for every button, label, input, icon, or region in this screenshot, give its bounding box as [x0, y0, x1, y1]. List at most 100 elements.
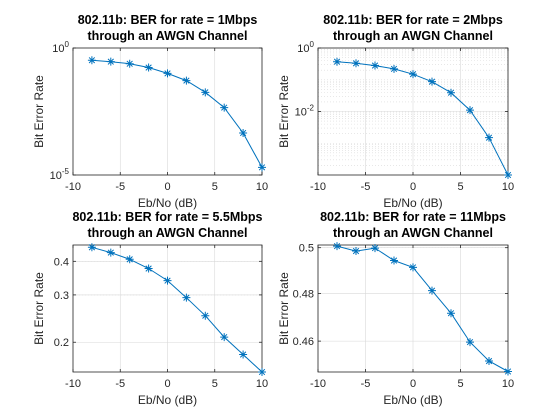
x-tick-label: 0 — [164, 378, 170, 390]
x-axis-label: Eb/No (dB) — [138, 196, 197, 210]
data-point-marker — [504, 171, 512, 179]
y-axis-label: Bit Error Rate — [277, 75, 291, 148]
chart-title-line-1: 802.11b: BER for rate = 2Mbps — [323, 13, 503, 27]
x-tick-label: 5 — [212, 181, 218, 193]
x-tick-label: 10 — [502, 181, 514, 193]
x-tick-label: 0 — [410, 378, 416, 390]
y-tick-base: 10 — [295, 107, 307, 119]
data-point-marker — [504, 367, 512, 376]
chart-title-line-2: through an AWGN Channel — [88, 29, 248, 43]
chart-title-line-2: through an AWGN Channel — [333, 226, 493, 240]
chart-panel-4: -10 -5 0 5 10 0.5 0.48 0.46 802.11b: BER for rat… — [277, 210, 514, 407]
x-tick-label: -5 — [361, 181, 371, 193]
data-point-marker — [371, 244, 379, 253]
x-tick-label: 0 — [410, 181, 416, 193]
data-point-marker — [258, 368, 266, 376]
chart-title-line-2: through an AWGN Channel — [88, 226, 248, 240]
data-point-marker — [163, 69, 172, 78]
data-point-marker — [163, 276, 172, 285]
data-point-marker — [371, 61, 379, 70]
data-point-marker — [144, 63, 153, 72]
x-tick-label: 0 — [164, 181, 170, 193]
data-point-marker — [333, 242, 341, 251]
x-tick-label: 10 — [256, 181, 268, 193]
x-tick-label: 5 — [212, 378, 218, 390]
y-tick-label: 0.5 — [299, 243, 314, 255]
y-tick-label: 100 — [297, 40, 314, 55]
series-line — [91, 59, 263, 168]
y-tick-label: 0.48 — [293, 288, 314, 300]
x-tick-label: -5 — [115, 378, 125, 390]
data-point-marker — [87, 243, 96, 252]
x-tick-label: -5 — [361, 378, 371, 390]
data-point-marker — [125, 255, 134, 264]
x-axis-label: Eb/No (dB) — [383, 393, 442, 407]
data-point-marker — [447, 309, 455, 318]
y-tick-label: 0.3 — [54, 290, 69, 302]
y-axis-label: Bit Error Rate — [32, 272, 46, 345]
data-point-marker — [182, 293, 191, 302]
x-tick-label: -10 — [65, 181, 81, 193]
y-tick-label: 100 — [52, 40, 69, 55]
chart-title-line-2: through an AWGN Channel — [333, 29, 493, 43]
data-point-marker — [428, 77, 436, 86]
chart-title-line-1: 802.11b: BER for rate = 1Mbps — [78, 13, 258, 27]
data-point-marker — [333, 57, 341, 66]
data-point-marker — [144, 264, 153, 273]
y-axis-label: Bit Error Rate — [277, 272, 291, 345]
y-axis-label: Bit Error Rate — [32, 75, 46, 148]
data-point-marker — [428, 286, 436, 295]
data-point-marker — [352, 59, 360, 68]
data-point-marker — [390, 64, 398, 73]
data-point-marker — [201, 88, 210, 97]
series-line — [336, 245, 509, 372]
data-point-marker — [106, 57, 115, 66]
data-point-marker — [258, 163, 266, 172]
y-tick-exponent: -2 — [307, 104, 315, 113]
y-tick-exponent: 0 — [65, 40, 70, 49]
x-axis-label: Eb/No (dB) — [138, 393, 197, 407]
data-point-marker — [87, 56, 96, 65]
data-point-marker — [352, 247, 360, 256]
y-tick-label: 0.2 — [54, 337, 69, 349]
x-axis-label: Eb/No (dB) — [383, 196, 442, 210]
data-point-marker — [466, 106, 474, 115]
x-tick-label: -10 — [65, 378, 81, 390]
data-point-marker — [447, 88, 455, 97]
y-tick-base: 10 — [297, 43, 309, 55]
chart-title-line-1: 802.11b: BER for rate = 11Mbps — [320, 210, 506, 224]
data-point-marker — [182, 76, 191, 85]
x-tick-label: -10 — [310, 181, 326, 193]
chart-panel-3: -10 -5 0 5 10 0.4 0.3 0.2 802.11b: BER for rate … — [32, 210, 268, 407]
data-point-marker — [201, 311, 210, 320]
data-point-marker — [409, 263, 417, 272]
y-tick-exponent: 0 — [310, 40, 315, 49]
data-point-marker — [220, 103, 229, 112]
x-tick-label: 10 — [256, 378, 268, 390]
y-tick-exponent: -5 — [62, 167, 70, 176]
series-line — [91, 246, 263, 373]
data-point-marker — [409, 70, 417, 79]
data-point-marker — [485, 357, 493, 366]
y-tick-base: 10 — [50, 170, 62, 182]
x-tick-label: 5 — [457, 181, 463, 193]
data-point-marker — [466, 338, 474, 347]
data-point-marker — [106, 248, 115, 257]
y-tick-label: 0.4 — [54, 256, 69, 268]
x-tick-label: -10 — [310, 378, 326, 390]
x-tick-label: -5 — [115, 181, 125, 193]
x-tick-label: 10 — [502, 378, 514, 390]
y-tick-label: 10-2 — [295, 104, 315, 119]
x-tick-label: 5 — [457, 378, 463, 390]
series-line — [336, 61, 509, 176]
y-tick-label: 0.46 — [293, 336, 314, 348]
data-point-marker — [390, 256, 398, 265]
data-point-marker — [125, 59, 134, 68]
chart-title-line-1: 802.11b: BER for rate = 5.5Mbps — [72, 210, 262, 224]
data-point-marker — [239, 129, 248, 138]
y-tick-label: 10-5 — [50, 167, 70, 182]
data-point-marker — [485, 133, 493, 142]
